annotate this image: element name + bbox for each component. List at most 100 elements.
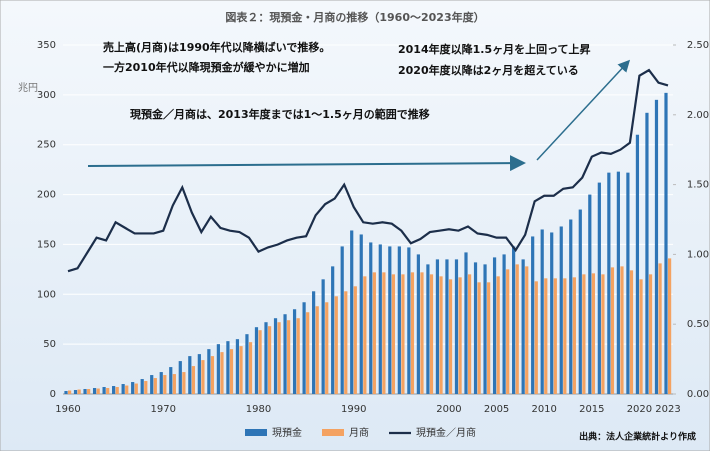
bar bbox=[616, 171, 620, 394]
bar bbox=[416, 254, 420, 394]
bar bbox=[163, 375, 167, 394]
x-tick-label: 2005 bbox=[484, 404, 509, 415]
y-tick-label: 300 bbox=[37, 90, 56, 101]
bar bbox=[544, 278, 548, 394]
bar bbox=[454, 259, 459, 394]
bar bbox=[64, 391, 68, 394]
x-tick-label: 1990 bbox=[341, 404, 366, 415]
y-tick-label: 250 bbox=[37, 140, 56, 151]
bar bbox=[534, 281, 538, 394]
bar bbox=[487, 282, 491, 394]
bar bbox=[464, 252, 468, 394]
bar bbox=[210, 356, 215, 394]
bar bbox=[353, 286, 357, 394]
bar bbox=[131, 382, 135, 394]
bar bbox=[312, 291, 316, 394]
bar bbox=[68, 390, 72, 394]
bar bbox=[159, 372, 163, 394]
y2-tick-label: 2.00 bbox=[687, 110, 709, 121]
legend-swatch bbox=[322, 429, 344, 436]
y2-tick-label: 2.50 bbox=[687, 40, 709, 51]
bar bbox=[550, 232, 554, 394]
bar bbox=[306, 312, 310, 394]
bar bbox=[388, 246, 392, 394]
bar bbox=[401, 274, 405, 394]
bar bbox=[610, 267, 615, 394]
y-tick-label: 0 bbox=[50, 389, 56, 400]
bar bbox=[391, 274, 396, 394]
bar bbox=[188, 356, 192, 394]
bar bbox=[569, 219, 573, 394]
bar bbox=[229, 349, 234, 394]
source: 出典：法人企業統計より作成 bbox=[579, 431, 696, 443]
bar bbox=[315, 306, 319, 394]
x-tick-label: 1960 bbox=[55, 404, 80, 415]
bar bbox=[521, 259, 525, 394]
bar bbox=[112, 386, 116, 394]
bar bbox=[572, 277, 576, 394]
bar bbox=[258, 330, 262, 394]
bar bbox=[496, 276, 500, 394]
bar bbox=[420, 272, 424, 394]
bar bbox=[302, 302, 306, 394]
bar bbox=[626, 172, 630, 394]
bar bbox=[445, 259, 449, 394]
bar bbox=[201, 360, 205, 394]
bar bbox=[239, 346, 243, 394]
bar bbox=[321, 279, 325, 394]
y2-tick-label: 0.50 bbox=[687, 319, 709, 330]
bar bbox=[134, 383, 138, 394]
annotation: 一方2010年代以降現預金が緩やかに増加 bbox=[103, 60, 310, 74]
bar bbox=[140, 379, 144, 394]
bar bbox=[287, 320, 291, 394]
bar bbox=[325, 302, 329, 394]
bar bbox=[273, 318, 278, 394]
bar bbox=[588, 194, 592, 394]
bar bbox=[635, 134, 640, 394]
bar bbox=[654, 99, 659, 394]
bar bbox=[531, 236, 535, 394]
y2-tick-label: 0.00 bbox=[687, 389, 709, 400]
bar bbox=[502, 254, 506, 394]
bar bbox=[378, 244, 382, 394]
bar bbox=[407, 247, 411, 394]
bar bbox=[553, 278, 557, 394]
bar bbox=[601, 274, 605, 394]
bar bbox=[607, 172, 611, 394]
legend-swatch bbox=[245, 429, 267, 436]
bar bbox=[144, 381, 148, 394]
bar bbox=[563, 278, 567, 394]
bar bbox=[439, 276, 443, 394]
y-axis-label: 兆円 bbox=[18, 82, 38, 94]
bar bbox=[292, 309, 297, 394]
bar bbox=[648, 274, 653, 394]
bar bbox=[629, 270, 634, 394]
bar bbox=[639, 279, 643, 394]
bar bbox=[359, 234, 363, 394]
bar bbox=[197, 354, 201, 394]
y-tick-label: 350 bbox=[37, 40, 56, 51]
x-tick-label: 2023 bbox=[655, 404, 680, 415]
bar bbox=[620, 266, 624, 394]
bar bbox=[264, 322, 268, 394]
bar bbox=[245, 334, 249, 394]
bar bbox=[382, 272, 386, 394]
bar bbox=[248, 342, 253, 394]
bar bbox=[512, 246, 516, 394]
bar bbox=[102, 387, 106, 394]
bar bbox=[169, 367, 173, 394]
bar bbox=[477, 282, 481, 394]
bar bbox=[369, 242, 373, 394]
bar bbox=[216, 344, 220, 394]
bar bbox=[363, 276, 367, 394]
bar bbox=[178, 361, 182, 394]
arrow bbox=[87, 155, 526, 172]
bar bbox=[540, 229, 544, 394]
bar bbox=[668, 258, 672, 394]
bar bbox=[121, 384, 125, 394]
bar bbox=[525, 266, 529, 394]
x-tick-label: 2020 bbox=[627, 404, 652, 415]
bar bbox=[506, 269, 510, 394]
bar bbox=[397, 246, 401, 394]
bar bbox=[83, 389, 87, 394]
